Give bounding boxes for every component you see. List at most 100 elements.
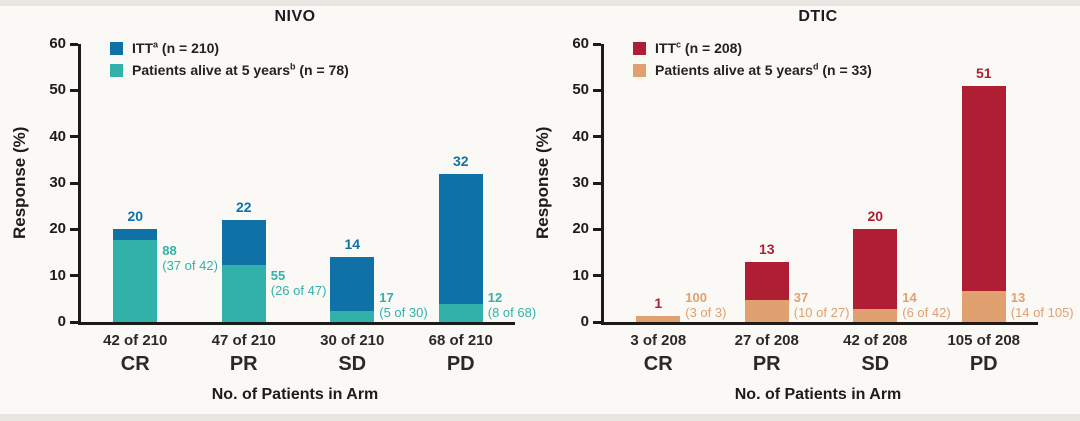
alive-pct-label: 88 — [162, 243, 177, 259]
legend-label: Patients alive at 5 yearsb (n = 78) — [132, 61, 349, 78]
alive-pct-label: 100 — [685, 290, 707, 305]
arm-count-label: 47 of 210 — [211, 332, 276, 349]
y-tick-mark — [70, 181, 78, 185]
y-tick-mark — [593, 320, 601, 324]
bar-slots: 1 100 (3 of 3) 3 of 208 CR 13 37 (10 of 27) 27 o… — [604, 44, 1073, 375]
x-axis-title: No. of Patients in Arm — [211, 386, 379, 403]
y-tick-label: 10 — [572, 266, 589, 284]
legend-label: ITTc (n = 208) — [655, 39, 743, 56]
y-tick-label: 10 — [49, 266, 66, 284]
alive-count-label: (10 of 27) — [793, 305, 850, 320]
alive-pct-label: 37 — [793, 290, 809, 305]
bar-slot-cr: 20 88 (37 of 42) 42 of 210 CR — [81, 44, 218, 375]
y-tick-label: 50 — [49, 81, 66, 99]
y-tick-label: 30 — [49, 174, 66, 191]
x-axis-title: No. of Patients in Arm — [734, 386, 902, 403]
itt-value-label: 14 — [344, 236, 361, 253]
itt-value-label: 13 — [758, 240, 775, 257]
itt-value-label: 20 — [867, 208, 884, 225]
alive-count-label: (6 of 42) — [902, 305, 951, 320]
arm-count-label: 27 of 208 — [734, 332, 799, 349]
bar-slot-pr: 22 55 (26 of 47) 47 of 210 PR — [190, 44, 327, 375]
category-label: CR — [643, 353, 673, 375]
y-tick-label: 20 — [49, 220, 66, 238]
chart-panel-nivo: NIVO Response (%) 20 88 (37 of 42) 42 of 210 C… — [10, 8, 537, 403]
y-tick-mark — [70, 227, 78, 231]
alive-value-label: 55 (26 of 47) — [271, 268, 327, 298]
alive-value-label: 12 (8 of 68) — [488, 290, 536, 320]
bar-slot-pr: 13 37 (10 of 27) 27 of 208 PR — [713, 44, 850, 375]
category-label: CR — [120, 353, 150, 375]
alive-5-years-bar — [744, 299, 789, 322]
legend-swatch-icon — [110, 63, 123, 77]
bar-slots: 20 88 (37 of 42) 42 of 210 CR 22 55 (26 of 47) 4… — [81, 44, 537, 375]
alive-value-label: 17 (5 of 30) — [379, 290, 427, 320]
itt-value-label: 22 — [235, 199, 252, 216]
legend: ITTa (n = 210) Patients alive at 5 yearsb… — [110, 40, 349, 78]
panel-title: DTIC — [798, 8, 838, 25]
plot-area: 1 100 (3 of 3) 3 of 208 CR 13 37 (10 of 27) 27 o… — [601, 44, 1074, 375]
category-label: PD — [969, 353, 998, 375]
y-tick-mark — [593, 274, 601, 278]
y-tick-label: 30 — [572, 174, 589, 191]
y-tick-mark — [593, 42, 601, 46]
y-tick-mark — [593, 181, 601, 185]
alive-pct-label: 55 — [270, 267, 286, 283]
alive-value-label: 13 (14 of 105) — [1011, 290, 1074, 320]
arm-count-label: 68 of 210 — [428, 332, 493, 349]
y-tick-label: 60 — [49, 35, 66, 52]
y-tick-label: 60 — [572, 35, 589, 52]
alive-pct-label: 17 — [379, 290, 394, 305]
y-tick-mark — [70, 88, 78, 92]
alive-count-label: (26 of 47) — [270, 282, 327, 298]
category-label: PR — [229, 353, 258, 375]
legend-swatch-icon — [633, 41, 646, 55]
y-tick-mark — [70, 274, 78, 278]
alive-value-label: 88 (37 of 42) — [162, 243, 218, 273]
alive-count-label: (3 of 3) — [685, 305, 727, 320]
itt-value-label: 20 — [127, 208, 144, 225]
y-tick-label: 40 — [49, 127, 66, 145]
legend-label: ITTa (n = 210) — [132, 39, 220, 56]
legend-label: Patients alive at 5 yearsd (n = 33) — [655, 61, 872, 78]
alive-5-years-bar — [636, 315, 681, 322]
y-tick-label: 40 — [572, 127, 589, 145]
alive-pct-label: 14 — [902, 290, 917, 305]
alive-pct-label: 13 — [1010, 290, 1026, 305]
y-tick-mark — [70, 42, 78, 46]
legend-item-itt: ITTc (n = 208) — [633, 40, 872, 56]
y-tick-label: 0 — [580, 313, 589, 330]
panel-title: NIVO — [274, 8, 316, 25]
arm-count-label: 42 of 208 — [843, 332, 908, 349]
alive-count-label: (5 of 30) — [379, 305, 428, 320]
legend-swatch-icon — [633, 63, 646, 77]
alive-value-label: 14 (6 of 42) — [902, 290, 950, 320]
itt-value-label: 51 — [975, 64, 992, 81]
itt-bar — [853, 229, 898, 322]
alive-5-years-bar — [113, 240, 158, 322]
arm-count-label: 3 of 208 — [630, 332, 687, 349]
category-label: SD — [338, 353, 367, 375]
alive-value-label: 100 (3 of 3) — [685, 290, 726, 320]
legend-item-itt: ITTa (n = 210) — [110, 40, 349, 56]
y-tick-label: 50 — [572, 81, 589, 99]
arm-count-label: 105 of 208 — [947, 332, 1021, 349]
y-tick-label: 20 — [572, 220, 589, 238]
category-label: PR — [752, 353, 781, 375]
arm-count-label: 30 of 210 — [320, 332, 385, 349]
alive-count-label: (14 of 105) — [1010, 305, 1074, 320]
legend-item-alive-5-years: Patients alive at 5 yearsd (n = 33) — [633, 62, 872, 78]
alive-count-label: (37 of 42) — [162, 258, 218, 274]
y-tick-mark — [593, 227, 601, 231]
bar-slot-pd: 32 12 (8 of 68) 68 of 210 PD — [407, 44, 537, 375]
alive-value-label: 37 (10 of 27) — [794, 290, 850, 320]
alive-5-years-bar — [221, 264, 266, 322]
y-tick-mark — [593, 135, 601, 139]
scan-edge-bottom — [0, 414, 1080, 421]
y-tick-label: 0 — [57, 313, 66, 330]
scan-edge-top — [0, 0, 1080, 6]
alive-5-years-bar — [438, 304, 483, 322]
category-label: PD — [446, 353, 475, 375]
legend: ITTc (n = 208) Patients alive at 5 yearsd… — [633, 40, 872, 78]
bar-slot-cr: 1 100 (3 of 3) 3 of 208 CR — [604, 44, 726, 375]
